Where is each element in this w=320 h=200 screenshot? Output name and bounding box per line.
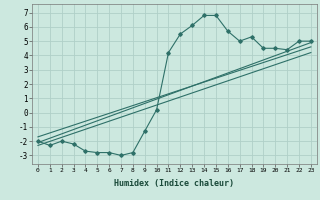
X-axis label: Humidex (Indice chaleur): Humidex (Indice chaleur): [115, 179, 234, 188]
